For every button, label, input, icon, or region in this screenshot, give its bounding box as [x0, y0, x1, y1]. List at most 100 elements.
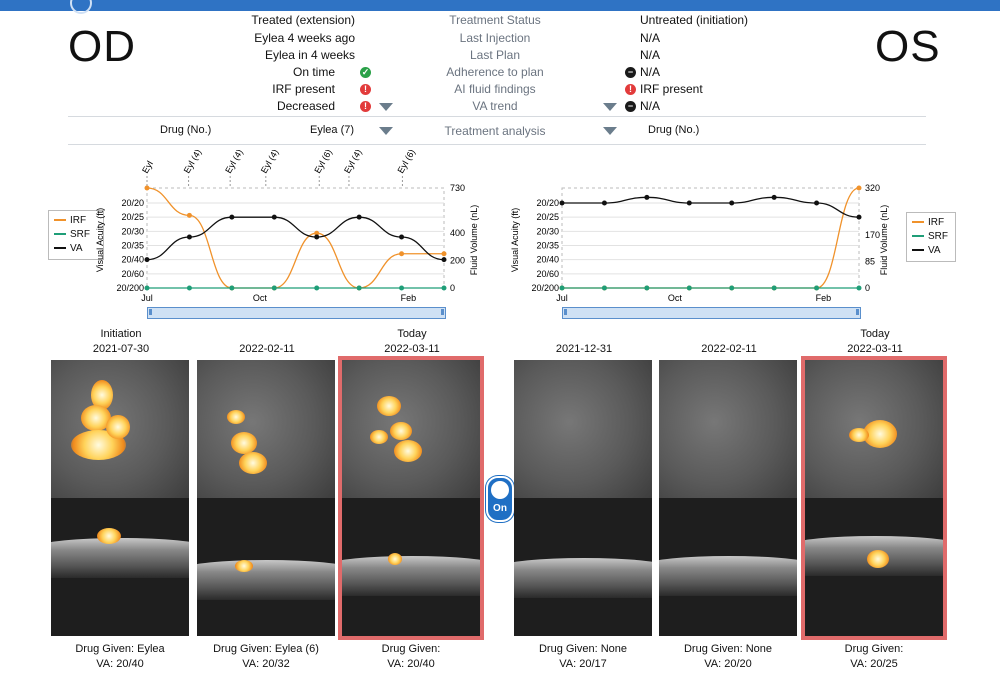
od-scan-1-caption: Drug Given: Eylea VA: 20/40 — [75, 643, 165, 670]
od-fluid-findings: IRF present — [272, 82, 335, 96]
srf-point — [441, 285, 447, 291]
od-chart: Eyl Eyl (4) Eyl (4) Eyl (4) Eyl (6) Eyl (4) Ey… — [95, 150, 479, 303]
comparison-toggle[interactable]: On — [486, 476, 514, 522]
injection-label: Eyl (4) — [259, 150, 281, 175]
minus-icon: − — [625, 67, 636, 78]
check-icon: ✓ — [360, 67, 371, 78]
os-volume-axis-label: Fluid Volume (nL) — [879, 205, 889, 276]
chevron-down-icon[interactable] — [603, 103, 617, 111]
oct-bscan-image — [197, 498, 335, 636]
srf-point — [356, 285, 362, 291]
injection-label: Eyl — [140, 159, 155, 175]
od-scan-2-date: 2022-02-11 — [239, 343, 295, 355]
os-scan-1-date: 2021-12-31 — [555, 343, 613, 355]
injection-label: Eyl (4) — [182, 150, 204, 175]
srf-point — [601, 285, 607, 291]
srf-point — [399, 285, 405, 291]
va-tick-label: 20/20 — [121, 198, 144, 208]
irf-point — [314, 230, 320, 236]
volume-tick-label: 170 — [865, 230, 880, 240]
os-timeline-scroller[interactable] — [562, 307, 861, 319]
os-scan-today[interactable] — [801, 356, 947, 640]
volume-tick-label: 85 — [865, 256, 875, 266]
od-timeline-scroller[interactable] — [147, 307, 446, 319]
divider — [68, 116, 926, 117]
od-scan-today[interactable] — [338, 356, 484, 640]
app-logo — [70, 0, 92, 14]
irf-point — [186, 212, 192, 218]
od-scan-3-date: 2022-03-11 — [384, 343, 440, 355]
irf-point — [144, 185, 150, 191]
volume-tick-label: 0 — [450, 283, 455, 293]
va-point — [271, 214, 277, 220]
od-volume-axis-label: Fluid Volume (nL) — [469, 205, 479, 276]
injection-label: Eyl (4) — [223, 150, 245, 175]
os-adherence: N/A — [640, 65, 661, 79]
oct-bscan-image — [51, 498, 189, 636]
os-va-axis-label: Visual Acuity (ft) — [510, 208, 520, 272]
srf-point — [271, 285, 277, 291]
irf-point — [441, 251, 447, 257]
srf-point — [814, 285, 820, 291]
va-point — [814, 200, 820, 206]
va-tick-label: 20/30 — [536, 226, 559, 236]
od-scan-initiation[interactable] — [51, 360, 189, 636]
va-point — [441, 257, 447, 263]
fluid-findings-label: AI fluid findings — [454, 82, 536, 96]
od-eye-label: OD — [68, 22, 136, 71]
volume-tick-label: 400 — [450, 228, 465, 238]
chevron-down-icon[interactable] — [603, 127, 617, 135]
od-drug-label: Drug (No.) — [160, 124, 212, 136]
last-injection-label: Last Injection — [459, 31, 531, 45]
fundus-image — [342, 360, 480, 498]
injection-label: Eyl (6) — [312, 150, 334, 175]
od-va-axis-label: Visual Acuity (ft) — [95, 208, 105, 272]
va-tick-label: 20/40 — [536, 255, 559, 265]
os-scan-2022-02-11[interactable] — [659, 360, 797, 636]
oct-bscan-image — [514, 498, 652, 636]
srf-point — [644, 285, 650, 291]
va-tick-label: 20/35 — [536, 241, 559, 251]
chevron-down-icon[interactable] — [379, 103, 393, 111]
os-last-injection: N/A — [640, 31, 661, 45]
os-scan-3-caption: Drug Given: VA: 20/25 — [844, 643, 904, 670]
fundus-image — [51, 360, 189, 498]
srf-point — [559, 285, 565, 291]
od-drug-value: Eylea (7) — [310, 124, 355, 136]
treatment-analysis-label: Treatment analysis — [444, 124, 546, 138]
os-scan-2021-12-31[interactable] — [514, 360, 652, 636]
va-tick-label: 20/20 — [536, 198, 559, 208]
divider — [68, 144, 926, 145]
va-trend-label: VA trend — [472, 99, 518, 113]
os-scan-2-caption: Drug Given: None VA: 20/20 — [683, 643, 773, 670]
last-plan-label: Last Plan — [469, 48, 521, 62]
oct-bscan-image — [805, 498, 943, 636]
x-tick-label: Oct — [253, 293, 268, 303]
od-scan-3-caption: Drug Given: VA: 20/40 — [381, 643, 441, 670]
va-point — [186, 234, 192, 240]
os-scan-3-title: Today — [860, 328, 890, 340]
fundus-image — [805, 360, 943, 498]
od-last-plan: Eylea in 4 weeks — [264, 48, 355, 62]
top-bar — [0, 0, 1000, 14]
od-chart-legend: IRF SRF VA — [48, 210, 104, 260]
chevron-down-icon[interactable] — [379, 127, 393, 135]
od-treatment-status: Treated (extension) — [251, 13, 355, 27]
os-scan-2-date: 2022-02-11 — [701, 343, 757, 355]
od-scan-3-title: Today — [397, 328, 427, 340]
os-scan-3-date: 2022-03-11 — [847, 343, 903, 355]
volume-tick-label: 200 — [450, 256, 465, 266]
va-point — [559, 200, 565, 206]
va-point — [399, 234, 405, 240]
va-tick-label: 20/30 — [121, 226, 144, 236]
os-scan-1-caption: Drug Given: None VA: 20/17 — [538, 643, 628, 670]
va-tick-label: 20/60 — [536, 269, 559, 279]
os-chart-legend: IRF SRF VA — [906, 212, 956, 262]
va-point — [314, 234, 320, 240]
fundus-image — [197, 360, 335, 498]
srf-point — [229, 285, 235, 291]
od-scan-2022-02-11[interactable] — [197, 360, 335, 636]
oct-bscan-image — [659, 498, 797, 636]
irf-point — [856, 185, 862, 191]
treatment-status-label: Treatment Status — [449, 13, 541, 27]
